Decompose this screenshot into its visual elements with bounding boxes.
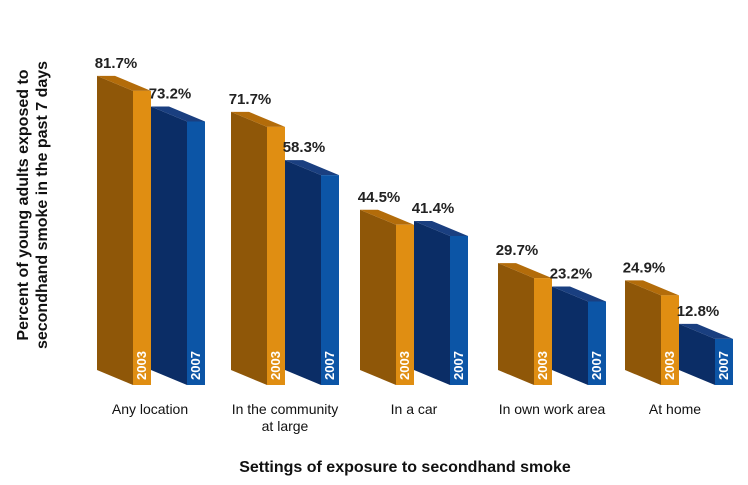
bar-year-label: 2007: [451, 351, 466, 380]
bars-group: 200381.7%200371.7%200344.5%200329.7%2003…: [95, 55, 733, 385]
bar-side: [285, 160, 321, 385]
bar-side: [231, 111, 267, 385]
bar-side: [97, 75, 133, 385]
category-label-line: At home: [649, 401, 701, 417]
bar-side: [679, 323, 715, 385]
bar-2003-1: 2003 71.7%: [229, 91, 285, 385]
bar-2003-2: 2003 44.5%: [358, 189, 414, 385]
bar-side: [151, 106, 187, 385]
bar-front: [661, 295, 679, 385]
x-axis-title: Settings of exposure to secondhand smoke: [239, 459, 571, 476]
category-labels: Any location In the community at large In a…: [112, 401, 701, 434]
bar-year-label: 2003: [662, 351, 677, 380]
bar-top: [552, 286, 606, 302]
category-label: Any location: [112, 401, 188, 417]
bar-2007-2: 2007 41.4%: [412, 200, 468, 385]
data-label: 58.3%: [283, 139, 326, 156]
bar-year-label: 2003: [397, 351, 412, 380]
bar-front: [321, 175, 339, 385]
bar-2003-3: 2003 29.7%: [496, 242, 552, 385]
bar-front: [715, 338, 733, 385]
bar-2003-0: 2003 81.7%: [95, 55, 151, 385]
bar-front: [396, 224, 414, 385]
category-label-line: In own work area: [499, 401, 606, 417]
y-axis-title-line-2: secondhand smoke in the past 7 days: [34, 61, 51, 349]
bar-year-label: 2003: [268, 351, 283, 380]
bar-2007-3: 2007 23.2%: [550, 265, 606, 385]
data-label: 81.7%: [95, 55, 138, 72]
category-label: In a car: [391, 401, 438, 417]
y-axis-title: Percent of young adults exposed to secon…: [15, 61, 51, 349]
y-axis-title-line-1: Percent of young adults exposed to: [15, 69, 32, 340]
data-label: 71.7%: [229, 91, 272, 108]
bar-2007-0: 2007 73.2%: [149, 85, 205, 385]
bar-2003-4: 2003 24.9%: [623, 259, 679, 385]
bar-top: [285, 160, 339, 176]
data-label: 41.4%: [412, 200, 455, 217]
category-label-line: at large: [262, 418, 309, 434]
bar-top: [97, 75, 151, 91]
data-label: 12.8%: [677, 303, 720, 320]
bar-front: [187, 121, 205, 385]
bar-year-label: 2007: [589, 351, 604, 380]
bar-year-label: 2003: [134, 351, 149, 380]
category-label-line: In the community: [232, 401, 339, 417]
bar-front: [588, 301, 606, 385]
bar-front: [133, 90, 151, 385]
bar-year-label: 2007: [322, 351, 337, 380]
bar-year-label: 2003: [535, 351, 550, 380]
category-label-line: In a car: [391, 401, 438, 417]
bar-top: [498, 263, 552, 279]
bar-side: [552, 286, 588, 385]
data-label: 29.7%: [496, 242, 539, 259]
data-label: 23.2%: [550, 265, 593, 282]
bar-top: [679, 323, 733, 339]
bar-front: [450, 235, 468, 385]
bar-top: [414, 220, 468, 236]
bar-2007-4: 2007 12.8%: [677, 303, 733, 385]
bar-top: [625, 280, 679, 296]
bar-year-label: 2007: [716, 351, 731, 380]
category-label: In the community at large: [232, 401, 339, 434]
bar-front: [534, 278, 552, 385]
bar-top: [360, 209, 414, 225]
category-label: In own work area: [499, 401, 606, 417]
bar-2007-1: 2007 58.3%: [283, 139, 339, 385]
data-label: 44.5%: [358, 189, 401, 206]
bar-top: [231, 111, 285, 127]
bar-front: [267, 126, 285, 385]
bar-side: [414, 220, 450, 385]
category-label-line: Any location: [112, 401, 188, 417]
category-label: At home: [649, 401, 701, 417]
data-label: 24.9%: [623, 259, 666, 276]
bar-year-label: 2007: [188, 351, 203, 380]
bar-side: [360, 209, 396, 385]
bar-side: [498, 263, 534, 385]
data-label: 73.2%: [149, 85, 192, 102]
bar-side: [625, 280, 661, 385]
bar-top: [151, 106, 205, 122]
